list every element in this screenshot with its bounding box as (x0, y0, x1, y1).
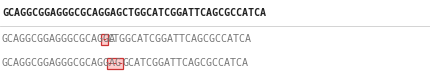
Text: GCAGGCGGAGGGCGCAGGA: GCAGGCGGAGGGCGCAGGA (2, 34, 116, 44)
Bar (107, 58, 123, 69)
Text: -: - (101, 34, 108, 44)
Text: GCAGGCGGAGGGCGCAGGAG: GCAGGCGGAGGGCGCAGGAG (2, 58, 122, 68)
Text: GCATCGGATTCAGCGCCATCA: GCATCGGATTCAGCGCCATCA (123, 58, 249, 68)
Text: GCAGGCGGAGGGCGCAGGAGCTGGCATCGGATTCAGCGCCATCA: GCAGGCGGAGGGCGCAGGAGCTGGCATCGGATTCAGCGCC… (2, 8, 266, 18)
Bar (101, 33, 108, 45)
Text: CTGGCATCGGATTCAGCGCCATCA: CTGGCATCGGATTCAGCGCCATCA (107, 34, 251, 44)
Text: ---: --- (106, 58, 124, 68)
